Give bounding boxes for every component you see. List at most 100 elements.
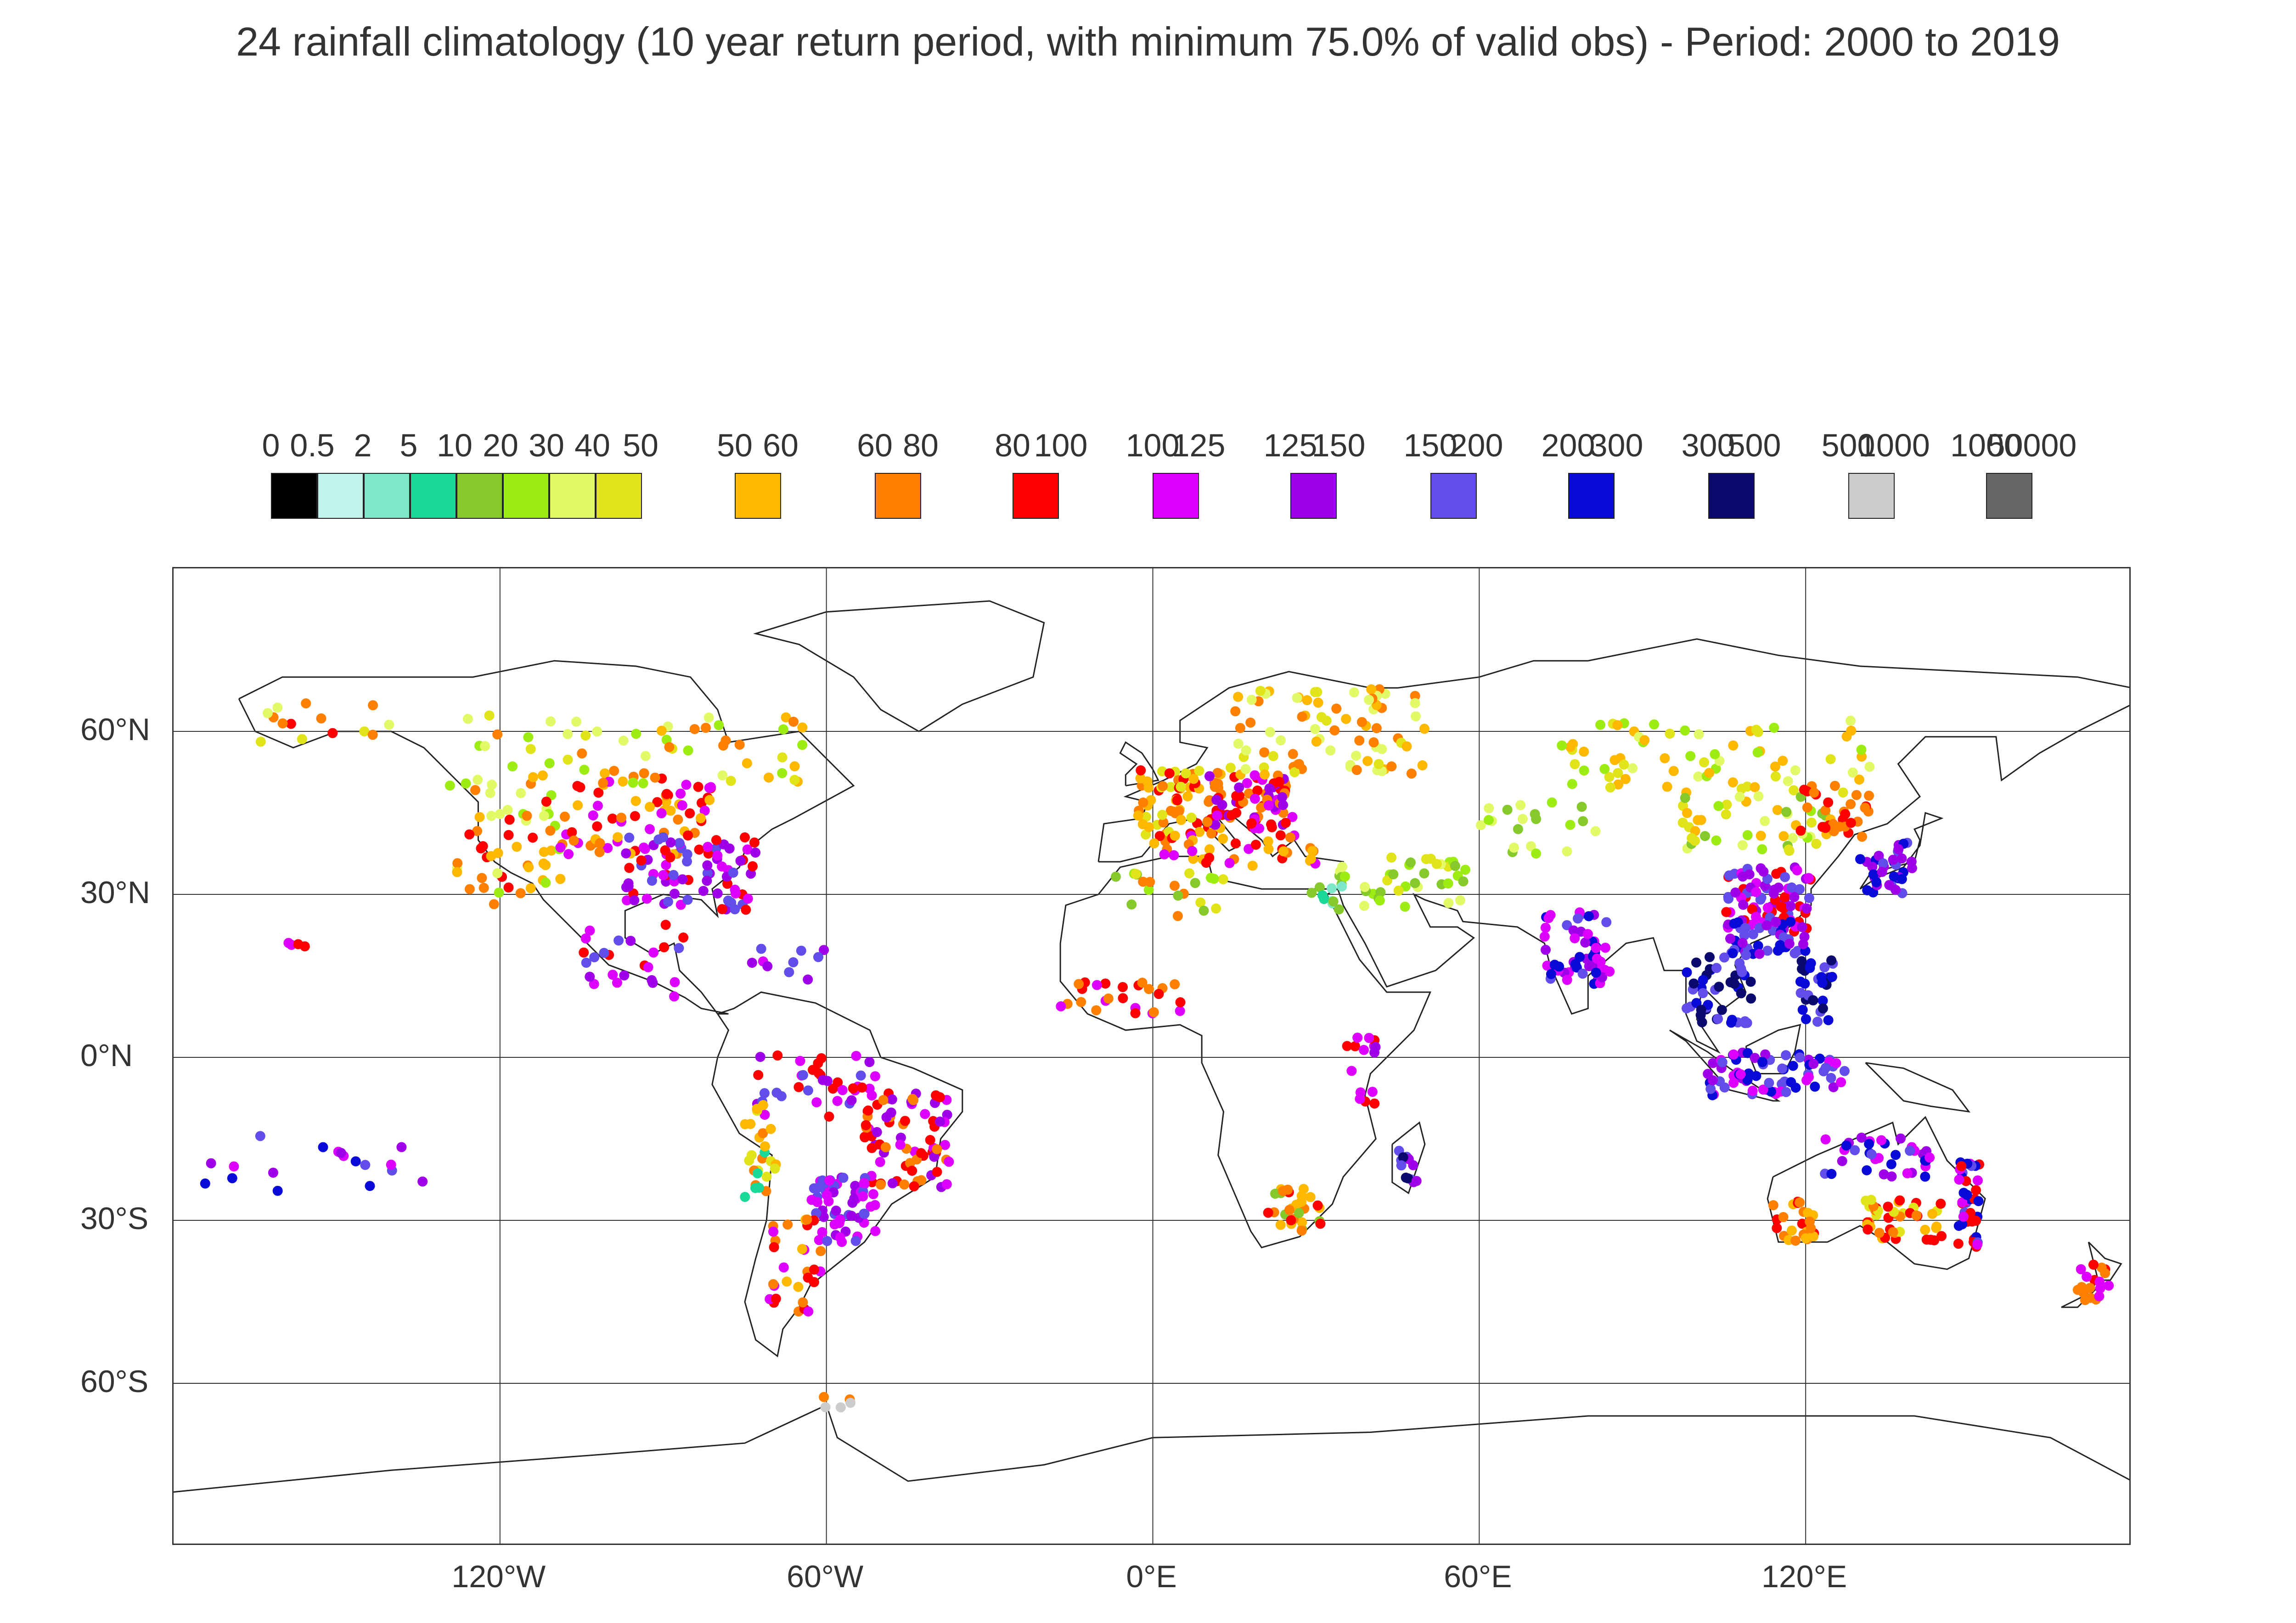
station-marker [1888, 854, 1898, 865]
station-marker [781, 712, 791, 723]
station-marker [1601, 917, 1612, 927]
station-marker [1287, 812, 1298, 822]
station-marker [1790, 1236, 1801, 1246]
station-marker [1682, 967, 1692, 977]
station-marker [1386, 761, 1397, 772]
station-marker [1351, 751, 1362, 761]
legend-swatch [1153, 473, 1199, 519]
station-marker [1789, 892, 1800, 902]
station-marker [1808, 995, 1818, 1005]
station-marker [612, 977, 622, 988]
station-marker [555, 874, 566, 884]
station-marker [1734, 792, 1745, 802]
legend-swatch [875, 473, 921, 519]
station-marker [495, 809, 505, 819]
station-marker [592, 821, 602, 831]
station-marker [1972, 1175, 1983, 1186]
station-marker [484, 710, 495, 721]
station-marker [1458, 876, 1469, 887]
station-marker [516, 788, 526, 798]
station-marker [1398, 1152, 1408, 1162]
station-marker [1313, 697, 1323, 708]
station-marker [1781, 807, 1792, 817]
station-marker [336, 1148, 346, 1158]
station-marker [1714, 982, 1724, 992]
station-marker [1757, 844, 1767, 854]
station-marker [1764, 1078, 1774, 1088]
station-marker [568, 835, 579, 846]
station-marker [1867, 861, 1878, 872]
station-marker [656, 725, 667, 736]
station-marker [650, 772, 660, 783]
station-marker [625, 936, 636, 946]
station-marker [1360, 882, 1370, 892]
station-marker [1790, 765, 1801, 775]
station-marker [1091, 1005, 1102, 1016]
station-marker [803, 1272, 813, 1283]
station-marker [1176, 781, 1186, 792]
station-marker [1920, 1224, 1930, 1235]
station-marker [1211, 795, 1222, 805]
station-marker [1278, 846, 1289, 857]
legend-swatch [271, 473, 317, 519]
lat-tick-label: 0°N [80, 1038, 133, 1073]
station-marker [1804, 893, 1814, 903]
station-marker [1204, 853, 1215, 863]
station-marker [771, 1088, 782, 1098]
station-marker [1780, 872, 1790, 882]
station-marker [593, 787, 604, 798]
station-marker [1745, 977, 1756, 987]
station-marker [682, 849, 692, 859]
station-marker [492, 729, 503, 740]
station-marker [1368, 737, 1379, 747]
station-marker [702, 868, 713, 878]
station-marker [1268, 751, 1278, 761]
station-marker [1339, 871, 1350, 882]
station-marker [1816, 972, 1827, 983]
station-marker [1762, 903, 1773, 913]
station-marker [1417, 760, 1428, 770]
station-marker [1705, 952, 1715, 962]
station-marker [1325, 745, 1336, 756]
station-marker [384, 719, 394, 730]
station-marker [464, 829, 475, 840]
lat-tick-label: 60°S [80, 1364, 149, 1399]
station-marker [788, 717, 799, 727]
station-marker [1294, 1208, 1304, 1218]
station-marker [940, 1140, 950, 1150]
station-marker [711, 835, 721, 845]
station-marker [1795, 884, 1805, 894]
station-marker [806, 1195, 817, 1205]
station-marker [1613, 768, 1623, 778]
station-marker [585, 925, 595, 936]
station-marker [1845, 715, 1856, 726]
station-marker [793, 1282, 804, 1292]
station-marker [1820, 1134, 1831, 1145]
station-marker [685, 808, 695, 819]
station-marker [1699, 757, 1709, 768]
station-marker [803, 974, 813, 985]
station-marker [699, 805, 710, 816]
station-marker [1797, 1005, 1808, 1015]
station-markers [200, 684, 2114, 1413]
station-marker [824, 1175, 835, 1186]
station-marker [1883, 1202, 1893, 1212]
station-marker [581, 957, 591, 968]
station-marker [1891, 885, 1901, 895]
station-marker [761, 1171, 772, 1182]
station-marker [1573, 913, 1583, 924]
station-marker [728, 867, 738, 878]
station-marker [832, 1096, 843, 1106]
station-marker [772, 1050, 783, 1061]
station-marker [621, 848, 631, 859]
station-marker [619, 970, 630, 981]
station-marker [277, 718, 288, 729]
lat-tick-label: 60°N [80, 712, 150, 747]
station-marker [1306, 887, 1317, 898]
station-marker [1818, 995, 1828, 1006]
station-marker [1170, 831, 1180, 841]
station-marker [1691, 957, 1701, 968]
station-marker [1331, 703, 1342, 714]
station-marker [1727, 1015, 1737, 1025]
coastline-japan [1859, 812, 1944, 890]
